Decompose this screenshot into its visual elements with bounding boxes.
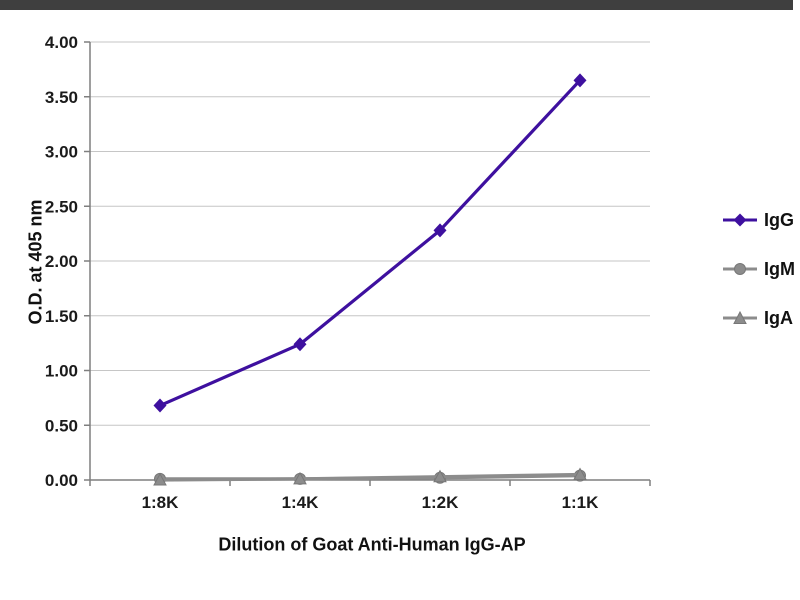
legend: IgG IgM IgA — [722, 210, 795, 328]
iga-series-swatch — [723, 310, 757, 324]
svg-text:3.50: 3.50 — [45, 88, 78, 107]
legend-label-iga: IgA — [764, 308, 793, 328]
legend-item-iga: IgA — [722, 308, 795, 328]
svg-text:2.00: 2.00 — [45, 252, 78, 271]
top-bar-decoration — [0, 0, 793, 10]
svg-text:2.50: 2.50 — [45, 197, 78, 216]
svg-text:0.00: 0.00 — [45, 471, 78, 490]
svg-text:3.00: 3.00 — [45, 143, 78, 162]
y-axis-title: O.D. at 405 nm — [25, 199, 46, 325]
x-axis-title: Dilution of Goat Anti-Human IgG-AP — [218, 534, 526, 555]
svg-text:1:8K: 1:8K — [142, 493, 180, 512]
iga-triangle-marker-icon — [733, 310, 747, 324]
igg-diamond-marker-icon — [733, 213, 747, 227]
svg-text:4.00: 4.00 — [45, 33, 78, 52]
igm-circle-marker-icon — [734, 263, 746, 275]
igm-series-swatch — [723, 263, 757, 275]
legend-label-igg: IgG — [764, 210, 794, 230]
svg-text:1.50: 1.50 — [45, 307, 78, 326]
legend-item-igg: IgG — [722, 210, 795, 230]
svg-text:0.50: 0.50 — [45, 416, 78, 435]
svg-text:1.00: 1.00 — [45, 362, 78, 381]
svg-text:1:4K: 1:4K — [282, 493, 320, 512]
igg-series-swatch — [723, 213, 757, 227]
svg-text:1:2K: 1:2K — [422, 493, 460, 512]
legend-label-igm: IgM — [764, 259, 795, 279]
legend-item-igm: IgM — [722, 259, 795, 279]
svg-text:1:1K: 1:1K — [562, 493, 600, 512]
